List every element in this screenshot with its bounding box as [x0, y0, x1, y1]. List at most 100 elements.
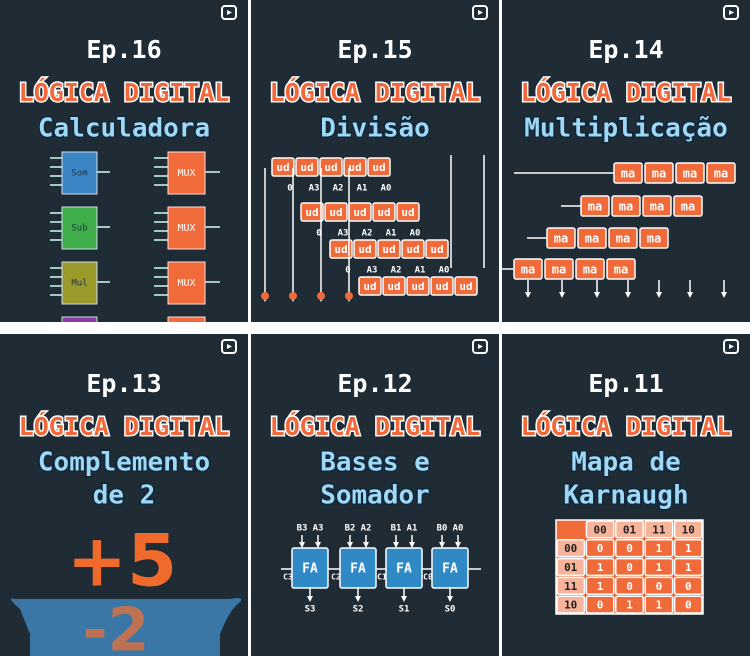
- cell: [615, 520, 644, 539]
- episode: Ep.12: [337, 369, 412, 398]
- carry-label: C1: [377, 573, 387, 582]
- episode: Ep.13: [86, 369, 161, 398]
- cell: [556, 595, 586, 614]
- block: [61, 316, 98, 322]
- out: [345, 292, 353, 300]
- mux: [167, 206, 206, 250]
- input-label: B1: [391, 524, 402, 534]
- arrow-head: [299, 542, 305, 548]
- input-label: B3: [297, 524, 308, 534]
- reel-tile[interactable]: Ep.16 LÓGICA DIGITAL Calculadora Som MUX Sub M…: [0, 0, 248, 322]
- cell: [606, 258, 636, 280]
- cell: [585, 595, 615, 614]
- cell-label: 1: [597, 561, 604, 574]
- cell: [556, 557, 586, 577]
- blue-shape: [11, 598, 242, 656]
- arrow-head: [525, 292, 531, 298]
- cell-label: 11: [564, 580, 578, 593]
- cell: [644, 539, 674, 558]
- arrow-head: [401, 596, 407, 602]
- block-label: Mul: [71, 279, 87, 289]
- cell-label: ma: [585, 232, 599, 246]
- cell: [319, 157, 343, 177]
- cell-label: ud: [377, 206, 390, 219]
- input-label: A3: [338, 229, 349, 239]
- mux-label: MUX: [177, 223, 195, 234]
- cell-label: 00: [564, 542, 577, 555]
- block: [61, 151, 98, 195]
- block-label: Som: [71, 169, 87, 179]
- cell: [615, 539, 644, 558]
- cell-label: FA: [302, 562, 318, 577]
- cell: [329, 239, 353, 259]
- cell: [644, 595, 674, 614]
- cell-label: ma: [621, 167, 635, 181]
- title: Multiplicação: [524, 114, 728, 144]
- cell-label: ud: [348, 161, 361, 174]
- reel-tile[interactable]: Ep.14 LÓGICA DIGITAL Multiplicação ma ma ma ma…: [502, 0, 750, 322]
- cell: [673, 595, 703, 614]
- out: [289, 292, 297, 300]
- arrow-head: [355, 596, 361, 602]
- cell-label: ud: [430, 243, 443, 256]
- cell: [608, 227, 638, 249]
- cell-label: ma: [714, 167, 728, 181]
- cell-label: 1: [656, 542, 663, 555]
- cell-label: 0: [626, 542, 633, 555]
- cell-label: FA: [442, 562, 458, 577]
- cell: [271, 157, 295, 177]
- cell-label: 10: [682, 523, 695, 536]
- cell-label: ma: [583, 263, 597, 277]
- cell-label: ma: [616, 232, 630, 246]
- cell-label: ma: [554, 232, 568, 246]
- cell-label: 10: [564, 599, 577, 612]
- cell-label: FA: [350, 562, 366, 577]
- title: Calculadora: [38, 114, 210, 144]
- cell: [425, 239, 449, 259]
- cell: [377, 239, 401, 259]
- cell: [644, 162, 674, 184]
- cell: [396, 202, 420, 222]
- cell-label: 0: [597, 542, 604, 555]
- mux-label: MUX: [177, 168, 195, 179]
- arrow-head: [409, 542, 415, 548]
- cell: [556, 576, 586, 595]
- cell: [673, 195, 703, 217]
- input-label: A3: [313, 524, 324, 534]
- cell-label: 0: [685, 580, 692, 593]
- title: Complemento: [38, 448, 210, 478]
- reel-icon-play: [227, 344, 232, 349]
- arrow-head: [559, 292, 565, 298]
- arrow-head: [307, 596, 313, 602]
- title: Mapa de: [571, 448, 681, 478]
- cell-label: ud: [372, 161, 385, 174]
- cell: [406, 276, 430, 296]
- cell-label: 0: [656, 580, 663, 593]
- mux: [167, 151, 206, 195]
- input-label: A2: [361, 524, 372, 534]
- cell: [675, 162, 705, 184]
- cell: [358, 276, 382, 296]
- cell: [367, 157, 391, 177]
- cell-label: ud: [459, 280, 472, 293]
- cell-label: ud: [382, 243, 395, 256]
- cell-label: ud: [358, 243, 371, 256]
- big-number: +5: [67, 519, 177, 603]
- carry-label: C3: [283, 573, 293, 582]
- series: LÓGICA DIGITAL: [521, 77, 732, 107]
- cell: [611, 195, 641, 217]
- input-label: A0: [453, 524, 464, 534]
- arrow-head: [656, 292, 662, 298]
- cell: [585, 520, 615, 539]
- input-label: A2: [333, 184, 344, 194]
- cell-label: ud: [334, 243, 347, 256]
- cell: [324, 202, 348, 222]
- cell: [673, 557, 703, 577]
- episode: Ep.16: [86, 35, 161, 64]
- title: de 2: [93, 481, 156, 511]
